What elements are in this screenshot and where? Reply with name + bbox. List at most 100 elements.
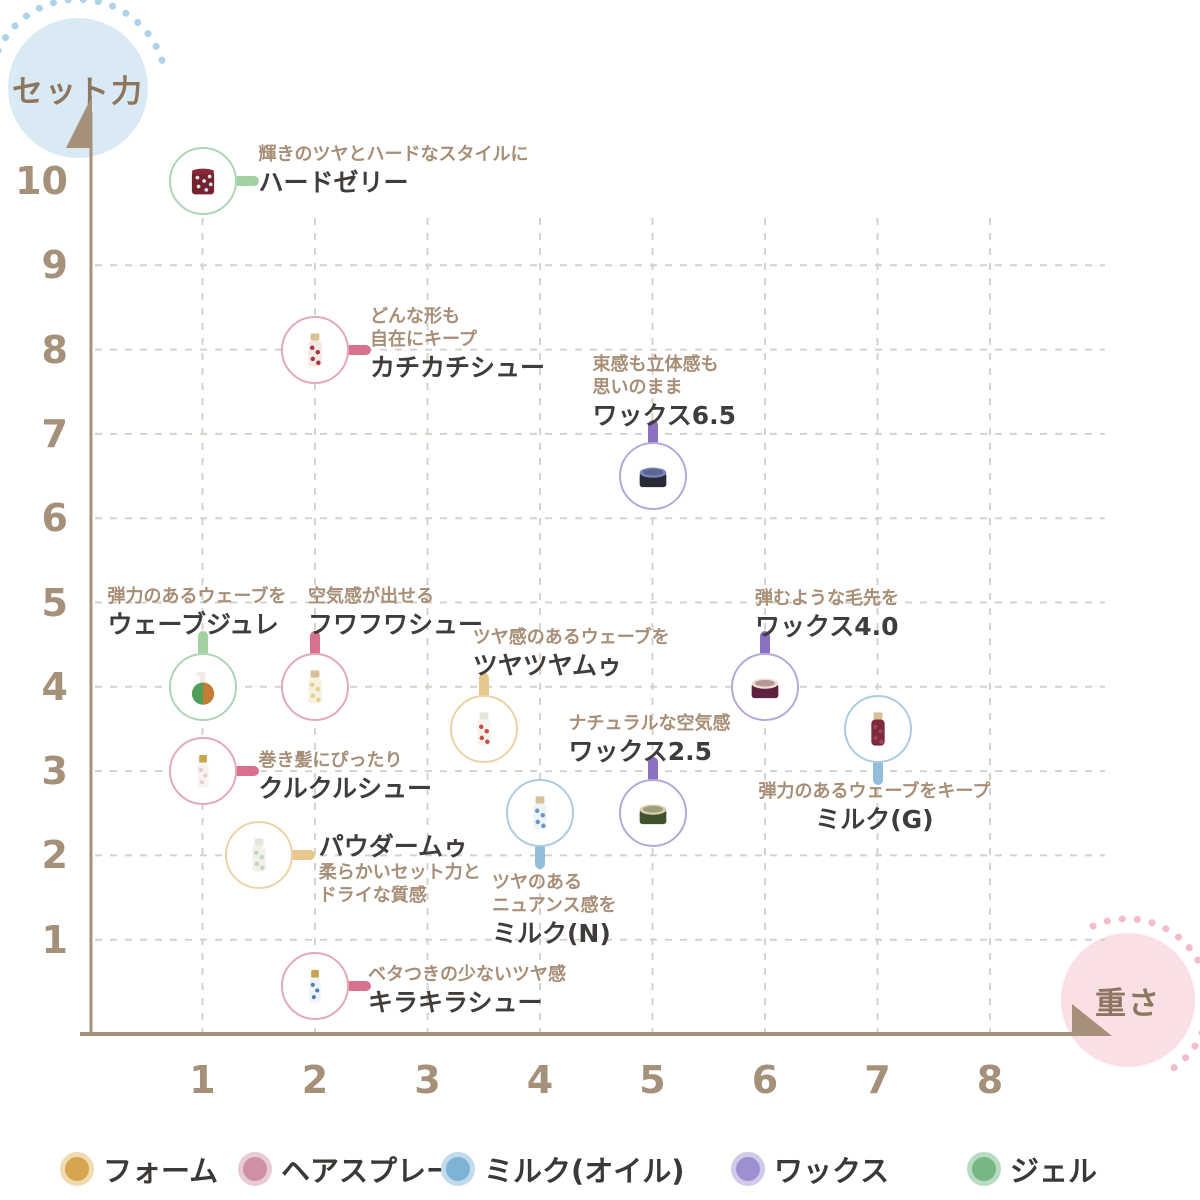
label-connector bbox=[345, 981, 371, 992]
x-tick-label: 8 bbox=[976, 1058, 1004, 1102]
product-node[interactable] bbox=[618, 442, 687, 511]
x-tick-label: 4 bbox=[526, 1058, 554, 1102]
y-axis-label: セット力 bbox=[12, 73, 144, 110]
product-caption: 思いのまま bbox=[592, 377, 683, 399]
y-tick-label: 3 bbox=[41, 749, 68, 794]
label-connector bbox=[232, 766, 259, 777]
product-node[interactable] bbox=[618, 779, 687, 848]
label-connector bbox=[760, 630, 770, 657]
product-image bbox=[639, 467, 666, 488]
x-axis-label-circle: 重さ bbox=[1061, 933, 1195, 1067]
product-label: 輝きのツヤとハードなスタイルにハードゼリー bbox=[259, 143, 529, 197]
product-label: 束感も立体感も 思いのまま ワックス6.5 bbox=[593, 353, 737, 430]
product-node[interactable] bbox=[168, 147, 237, 215]
product-image bbox=[870, 712, 885, 746]
label-connector bbox=[197, 630, 208, 657]
product-node[interactable] bbox=[224, 821, 293, 890]
label-connector bbox=[647, 757, 658, 784]
milk-legend-dot-icon bbox=[441, 1152, 475, 1186]
y-tick-label: 7 bbox=[41, 411, 68, 456]
product-node[interactable] bbox=[731, 652, 799, 721]
product-node[interactable] bbox=[449, 694, 518, 763]
y-tick-label: 10 bbox=[15, 159, 68, 203]
product-node[interactable] bbox=[843, 694, 912, 763]
product-node[interactable] bbox=[168, 652, 237, 721]
product-name: キラキラシュー bbox=[368, 988, 543, 1018]
product-name: クルクルシュー bbox=[258, 774, 433, 804]
product-label: 巻き髪にぴったり クルクルシュー bbox=[259, 749, 433, 803]
y-tick-label: 6 bbox=[41, 496, 68, 541]
legend-label-foam: フォーム bbox=[103, 1154, 219, 1188]
label-connector bbox=[872, 758, 883, 785]
product-image bbox=[191, 671, 214, 705]
product-label: ナチュラルな空気感 ワックス2.5 bbox=[569, 712, 731, 766]
product-label: 弾むような毛先を ワックス4.0 bbox=[755, 587, 899, 641]
x-tick-label: 3 bbox=[414, 1058, 441, 1102]
label-connector bbox=[310, 630, 320, 657]
product-node[interactable] bbox=[281, 315, 349, 384]
product-caption: 輝きのツヤとハードなスタイルに bbox=[258, 144, 529, 165]
product-node[interactable] bbox=[168, 737, 237, 806]
product-caption: 弾むような毛先を bbox=[755, 587, 899, 609]
x-tick-label: 7 bbox=[864, 1058, 891, 1102]
product-node[interactable] bbox=[281, 952, 349, 1021]
product-caption: 弾力のあるウェーブをキープ bbox=[758, 780, 991, 802]
product-image bbox=[252, 838, 266, 873]
y-tick-label: 9 bbox=[41, 243, 68, 288]
product-label: 弾力のあるウェーブをキープ ミルク(G) bbox=[759, 780, 991, 834]
product-image bbox=[191, 168, 214, 195]
product-name: ワックス6.5 bbox=[592, 401, 737, 431]
legend-label-gel: ジェル bbox=[1010, 1154, 1098, 1188]
legend-label-spray: ヘアスプレー bbox=[281, 1154, 456, 1188]
product-image bbox=[196, 754, 209, 788]
product-name: ハードゼリー bbox=[258, 168, 409, 197]
product-label: 弾力のあるウェーブを ウェーブジュレ bbox=[108, 585, 287, 639]
product-caption: ニュアンス感を bbox=[492, 895, 617, 917]
product-node[interactable] bbox=[281, 652, 349, 721]
product-name: ミルク(N) bbox=[492, 919, 611, 949]
product-image bbox=[533, 796, 547, 830]
product-node[interactable] bbox=[506, 779, 574, 848]
foam-legend-dot-icon bbox=[60, 1152, 94, 1186]
product-caption: ベタつきの少ないツヤ感 bbox=[368, 964, 566, 986]
product-caption: 柔らかいセット力と bbox=[318, 862, 481, 884]
blue-dotted-arc bbox=[0, 0, 169, 77]
product-image bbox=[639, 804, 666, 825]
label-connector bbox=[535, 843, 545, 870]
product-name: パウダームゥ bbox=[318, 832, 469, 862]
product-name: ワックス4.0 bbox=[755, 611, 899, 641]
x-axis-label: 重さ bbox=[1095, 985, 1161, 1022]
legend-item-gel: ジェル bbox=[967, 1148, 1097, 1190]
legend-label-wax: ワックス bbox=[774, 1154, 890, 1188]
y-tick-label: 4 bbox=[41, 664, 68, 709]
product-label: ベタつきの少ないツヤ感 キラキラシュー bbox=[368, 963, 566, 1017]
product-label: どんな形も 自在にキープ カチカチシュー bbox=[370, 305, 545, 382]
product-caption: ドライな質感 bbox=[318, 885, 427, 907]
product-caption: 空気感が出せる bbox=[308, 585, 434, 607]
product-caption: 巻き髪にぴったり bbox=[258, 750, 403, 772]
product-name: フワフワシュー bbox=[308, 609, 484, 639]
product-image bbox=[477, 712, 491, 746]
legend-item-foam: フォーム bbox=[60, 1148, 218, 1190]
product-label: 空気感が出せる フワフワシュー bbox=[308, 585, 483, 639]
x-tick-label: 2 bbox=[301, 1058, 329, 1102]
y-axis-arrow-icon bbox=[66, 96, 92, 148]
legend-item-wax: ワックス bbox=[731, 1148, 889, 1190]
spray-legend-dot-icon bbox=[238, 1152, 272, 1186]
product-name: ミルク(G) bbox=[815, 804, 934, 834]
x-tick-label: 5 bbox=[639, 1058, 666, 1102]
product-caption: 束感も立体感も bbox=[592, 354, 719, 376]
product-caption: ナチュラルな空気感 bbox=[568, 713, 731, 735]
x-tick-label: 1 bbox=[189, 1058, 216, 1102]
product-name: ワックス2.5 bbox=[568, 737, 713, 767]
product-caption: ツヤ感のあるウェーブを bbox=[472, 626, 670, 648]
pink-dotted-arc bbox=[1089, 915, 1200, 1075]
product-image bbox=[751, 678, 779, 698]
product-label: パウダームゥ 柔らかいセット力と ドライな質感 bbox=[319, 830, 481, 907]
label-connector bbox=[345, 344, 371, 355]
legend-item-milk: ミルク(オイル) bbox=[441, 1148, 685, 1190]
product-label: ツヤのある ニュアンス感を ミルク(N) bbox=[492, 871, 617, 948]
product-image bbox=[308, 670, 322, 704]
product-caption: 弾力のあるウェーブを bbox=[107, 585, 287, 607]
product-name: ウェーブジュレ bbox=[107, 609, 279, 639]
